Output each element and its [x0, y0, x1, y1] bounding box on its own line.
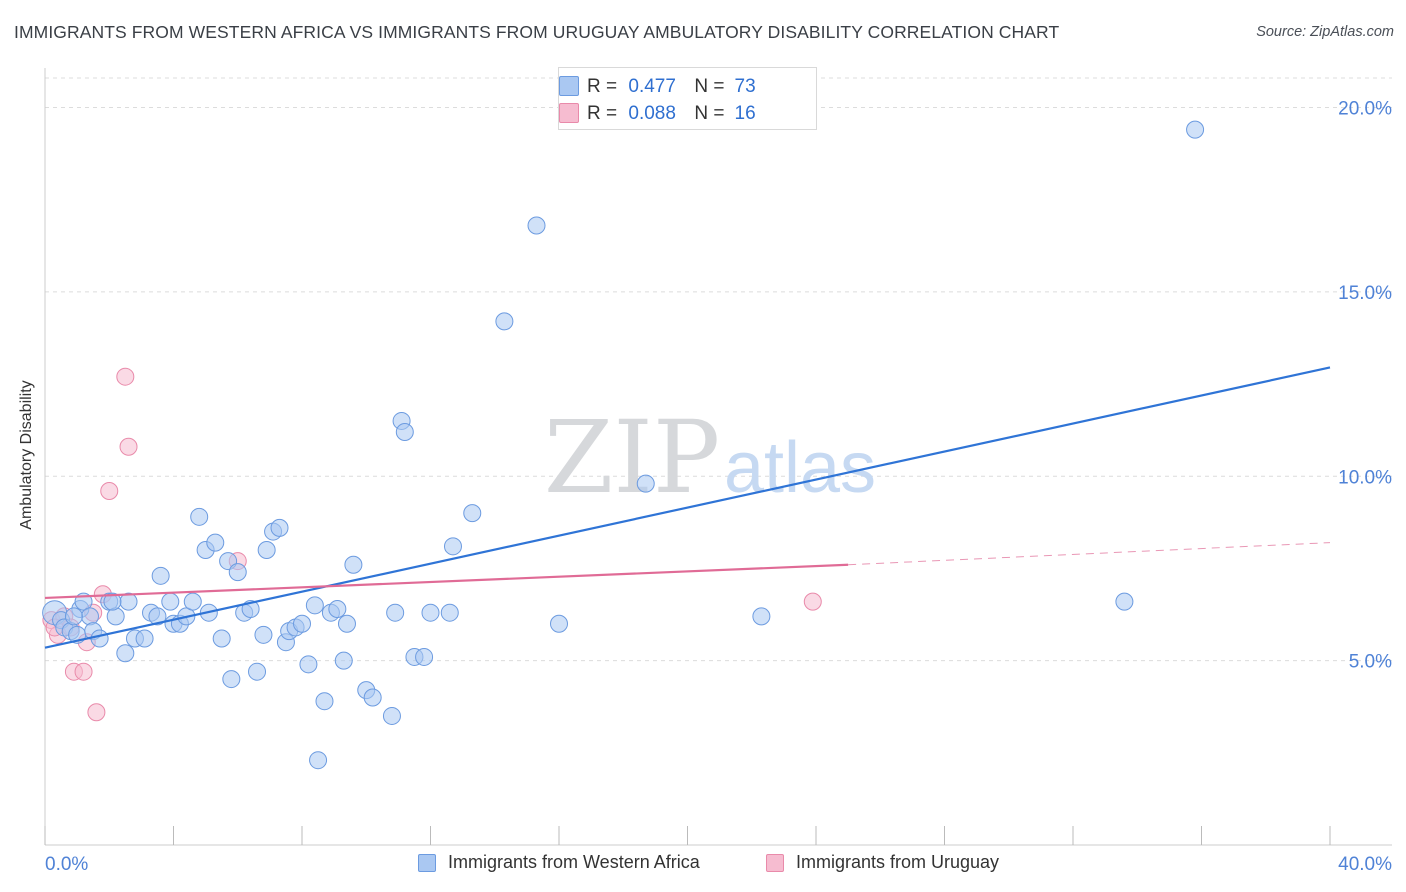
- point-western-africa-58: [415, 647, 434, 666]
- point-western-africa-52: [363, 688, 382, 707]
- point-western-africa-50: [344, 555, 363, 574]
- point-western-africa-18: [151, 566, 170, 585]
- n-label: N =: [694, 103, 725, 124]
- source-note: Source: ZipAtlas.com: [1256, 24, 1394, 40]
- point-uruguay-11: [116, 367, 135, 386]
- point-western-africa-36: [257, 541, 276, 559]
- point-western-africa-71: [103, 592, 122, 611]
- point-western-africa-60: [440, 603, 459, 622]
- point-western-africa-28: [212, 629, 231, 648]
- watermark-atlas: atlas: [724, 428, 876, 508]
- trend-line-western-africa: [44, 366, 1331, 649]
- legend-swatch-blue: [559, 76, 579, 96]
- x-tick-label-1: 40.0%: [1338, 854, 1392, 875]
- y-tick-label-1: 10.0%: [1338, 467, 1392, 488]
- y-tick-label-3: 20.0%: [1338, 99, 1392, 120]
- point-western-africa-35: [254, 625, 273, 644]
- point-western-africa-68: [1115, 592, 1134, 611]
- point-western-africa-70: [309, 751, 328, 770]
- trend-line-uruguay-extension: [848, 542, 1331, 566]
- point-western-africa-19: [161, 592, 180, 611]
- r-label: R =: [587, 76, 618, 97]
- point-western-africa-38: [270, 518, 289, 537]
- legend-item-uruguay: Immigrants from Uruguay: [766, 852, 999, 873]
- chart-title: IMMIGRANTS FROM WESTERN AFRICA VS IMMIGR…: [14, 22, 1060, 42]
- point-western-africa-72: [64, 607, 83, 626]
- point-western-africa-9: [90, 629, 109, 648]
- point-uruguay-14: [803, 592, 822, 611]
- point-western-africa-45: [315, 692, 334, 711]
- point-western-africa-27: [206, 533, 225, 552]
- point-western-africa-54: [386, 603, 405, 622]
- y-tick-label-0: 5.0%: [1349, 652, 1392, 673]
- series-western-africa-points: [42, 120, 1205, 770]
- point-western-africa-30: [222, 670, 241, 689]
- point-western-africa-53: [382, 706, 401, 725]
- legend-item-western-africa: Immigrants from Western Africa: [418, 852, 700, 873]
- legend-label-uruguay: Immigrants from Uruguay: [796, 852, 1000, 872]
- point-western-africa-61: [443, 537, 462, 556]
- point-western-africa-56: [395, 423, 414, 441]
- point-western-africa-67: [752, 607, 771, 626]
- trend-line-uruguay: [44, 563, 849, 600]
- n-label: N =: [694, 76, 725, 97]
- point-western-africa-31: [228, 563, 247, 582]
- point-western-africa-65: [550, 614, 568, 633]
- point-western-africa-63: [495, 312, 514, 331]
- gridlines: [45, 77, 1392, 662]
- point-western-africa-11: [106, 607, 125, 626]
- point-western-africa-24: [190, 507, 209, 526]
- point-uruguay-8: [87, 703, 106, 722]
- point-uruguay-5: [74, 662, 93, 681]
- point-western-africa-48: [334, 651, 353, 670]
- point-western-africa-62: [463, 504, 482, 523]
- x-tick-label-0: 0.0%: [45, 854, 88, 875]
- stats-row-uruguay: R = 0.088 N = 16: [559, 101, 756, 127]
- point-western-africa-15: [135, 629, 154, 648]
- point-western-africa-44: [305, 596, 324, 615]
- stats-row-western-africa: R = 0.477 N = 73: [559, 74, 756, 100]
- r-value-western-africa: 0.477: [628, 76, 676, 97]
- watermark-zip: ZIP: [544, 399, 720, 516]
- point-western-africa-47: [328, 600, 347, 618]
- legend-swatch-pink: [766, 853, 784, 872]
- legend-label-western-africa: Immigrants from Western Africa: [448, 852, 700, 872]
- point-uruguay-12: [119, 437, 138, 456]
- point-western-africa-7: [80, 607, 99, 626]
- point-western-africa-12: [116, 644, 135, 663]
- legend-swatch-pink: [559, 103, 579, 123]
- point-western-africa-66: [636, 474, 655, 493]
- bottom-legend: Immigrants from Western Africa Immigrant…: [0, 850, 1406, 880]
- point-western-africa-64: [527, 216, 546, 235]
- watermark: ZIP atlas: [544, 399, 876, 516]
- point-uruguay-10: [100, 482, 119, 500]
- point-western-africa-43: [299, 655, 318, 674]
- point-western-africa-17: [148, 607, 167, 626]
- point-western-africa-69: [1186, 120, 1205, 139]
- axes: [44, 68, 1392, 846]
- tick-labels: 5.0% 10.0% 15.0% 20.0% 0.0% 40.0%: [45, 99, 1392, 876]
- point-western-africa-42: [293, 614, 311, 633]
- point-western-africa-49: [337, 614, 356, 633]
- n-value-western-africa: 73: [734, 76, 756, 97]
- legend-swatch-blue: [418, 853, 436, 872]
- point-western-africa-34: [248, 662, 267, 681]
- point-western-africa-23: [183, 592, 202, 611]
- trend-lines: [44, 366, 1331, 649]
- r-value-uruguay: 0.088: [628, 103, 676, 124]
- point-western-africa-59: [421, 603, 440, 622]
- y-tick-label-2: 15.0%: [1338, 283, 1392, 304]
- n-value-uruguay: 16: [734, 103, 756, 124]
- stats-legend: R = 0.477 N = 73 R = 0.088 N = 16: [558, 67, 817, 130]
- r-label: R =: [587, 103, 618, 124]
